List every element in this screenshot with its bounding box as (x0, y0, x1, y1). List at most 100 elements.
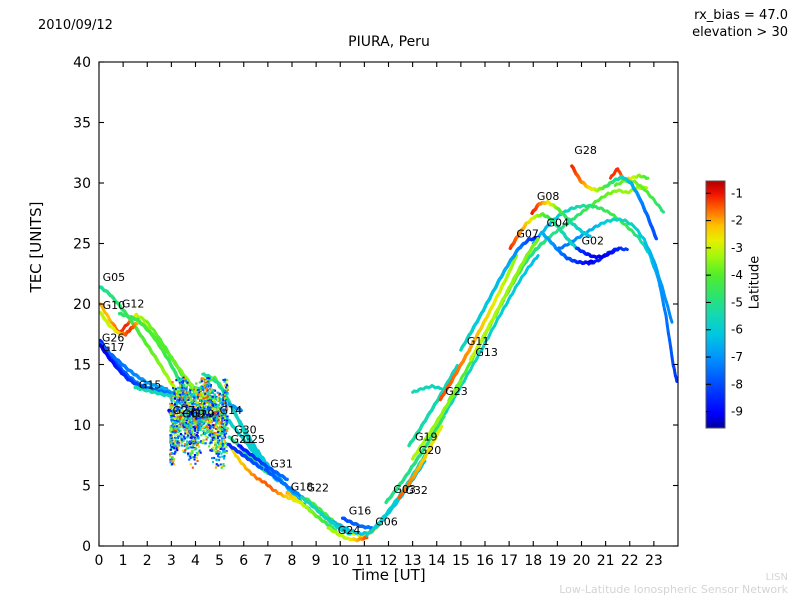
scatter-point (179, 422, 182, 425)
scatter-point (208, 431, 211, 434)
scatter-point (212, 415, 215, 418)
scatter-point (224, 389, 227, 392)
scatter-point (181, 386, 184, 389)
scatter-point (169, 397, 172, 400)
scatter-point (218, 414, 221, 417)
satellite-label: G08 (537, 190, 560, 203)
scatter-point (219, 445, 222, 449)
trace-segment (421, 459, 427, 465)
scatter-point (211, 389, 214, 392)
scatter-point (197, 452, 200, 455)
scatter-point (179, 412, 182, 415)
satellite-label: G28 (574, 144, 597, 157)
scatter-point (195, 447, 198, 450)
scatter-point (223, 439, 226, 442)
scatter-point (206, 406, 210, 409)
scatter-point (202, 400, 205, 403)
scatter-point (223, 454, 226, 457)
scatter-point (176, 415, 179, 418)
scatter-point (219, 463, 222, 466)
scatter-point (184, 401, 187, 404)
trace-segment (238, 407, 244, 413)
scatter-point (210, 419, 213, 422)
scatter-point (176, 403, 179, 406)
scatter-point (202, 388, 205, 391)
trace-segment (258, 465, 264, 471)
scatter-point (217, 404, 220, 407)
scatter-point (203, 402, 206, 405)
scatter-point (182, 389, 185, 393)
y-tick-label: 5 (82, 479, 91, 495)
scatter-point (184, 428, 187, 431)
scatter-point (169, 434, 172, 437)
scatter-point (173, 440, 176, 444)
scatter-point (196, 434, 199, 438)
scatter-point (220, 439, 223, 442)
scatter-point (201, 399, 204, 402)
scatter-point (171, 445, 174, 448)
scatter-point (202, 438, 205, 441)
scatter-point (202, 383, 205, 387)
scatter-point (225, 416, 228, 419)
scatter-point (201, 441, 204, 445)
scatter-point (204, 395, 207, 398)
scatter-point (196, 453, 199, 456)
scatter-point (175, 447, 178, 450)
x-tick-label: 12 (380, 553, 398, 569)
scatter-point (189, 410, 192, 413)
scatter-point (226, 422, 229, 425)
scatter-point (178, 391, 182, 394)
scatter-point (205, 389, 208, 392)
scatter-point (187, 398, 190, 401)
scatter-point (171, 387, 175, 390)
scatter-point (220, 399, 223, 402)
scatter-point (195, 400, 198, 403)
scatter-point (223, 417, 226, 420)
scatter-point (191, 429, 194, 432)
scatter-point (170, 444, 174, 447)
scatter-point (224, 397, 227, 400)
scatter-point (186, 440, 189, 443)
scatter-point (199, 410, 203, 413)
scatter-point (206, 425, 209, 428)
scatter-point (222, 389, 226, 392)
scatter-point (170, 410, 173, 413)
scatter-point (207, 408, 210, 411)
scatter-point (195, 414, 198, 417)
scatter-point (178, 415, 181, 418)
scatter-point (176, 407, 179, 410)
scatter-point (211, 438, 214, 442)
scatter-point (220, 447, 223, 450)
scatter-point (217, 459, 221, 462)
x-tick-label: 8 (288, 553, 297, 569)
satellite-label: G29 (192, 408, 215, 421)
scatter-point (195, 456, 198, 459)
scatter-point (173, 406, 176, 409)
scatter-point (203, 412, 206, 415)
x-tick-label: 14 (428, 553, 446, 569)
scatter-point (194, 432, 197, 435)
colorbar-tick-label: -9 (731, 405, 743, 419)
scatter-point (212, 417, 215, 420)
scatter-point (190, 439, 193, 442)
scatter-point (205, 426, 208, 429)
scatter-point (184, 387, 188, 390)
scatter-point (193, 407, 196, 410)
scatter-point (220, 413, 223, 416)
scatter-point (170, 438, 173, 441)
date-label: 2010/09/12 (38, 18, 113, 33)
scatter-point (210, 447, 213, 451)
scatter-point (198, 414, 202, 417)
scatter-point (189, 405, 192, 408)
scatter-point (214, 438, 217, 441)
scatter-point (192, 425, 195, 428)
scatter-point (182, 423, 185, 426)
scatter-point (188, 434, 191, 437)
scatter-point (211, 402, 214, 405)
scatter-point (192, 419, 195, 422)
scatter-point (223, 438, 226, 441)
scatter-point (173, 452, 176, 455)
scatter-point (192, 456, 195, 459)
scatter-point (219, 435, 222, 438)
scatter-point (211, 396, 214, 399)
